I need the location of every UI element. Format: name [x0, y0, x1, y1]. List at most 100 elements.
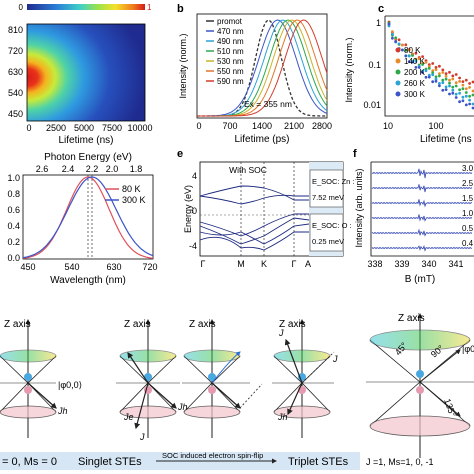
y-tick: 720 — [8, 46, 23, 56]
trace-label: 2.5 — [462, 179, 474, 188]
right-caption: J =1, Ms=1, 0, -1 — [366, 457, 434, 467]
data-point — [441, 68, 445, 72]
legend-label: 490 nm — [217, 37, 244, 46]
data-point — [394, 36, 398, 40]
data-point — [441, 78, 445, 82]
data-point — [391, 30, 394, 33]
k-point: K — [261, 259, 267, 269]
legend-label: 200 K — [404, 68, 426, 77]
top-tick: 2.0 — [106, 164, 119, 174]
series-line — [371, 199, 473, 208]
data-point — [451, 77, 455, 81]
top-tick: 2.4 — [62, 164, 75, 174]
data-point — [454, 84, 458, 88]
data-point — [441, 71, 445, 74]
data-point — [448, 78, 451, 82]
data-point — [407, 48, 411, 52]
data-point — [464, 103, 468, 107]
series-line — [197, 19, 328, 117]
x-tick: 0 — [196, 121, 201, 131]
soc-zn-label: E_SOC: Zn : — [312, 177, 355, 186]
data-point — [464, 78, 468, 82]
colorbar — [27, 4, 145, 10]
panel-c-x-ticks: 10 100 — [383, 121, 444, 131]
panel-b-ylabel: Intensity (norm.) — [178, 33, 188, 98]
panel-c-points — [387, 20, 474, 110]
data-point — [401, 48, 404, 52]
data-point — [468, 94, 471, 98]
k-point: A — [305, 259, 311, 269]
top-tick: 1.8 — [130, 164, 143, 174]
legend-entry: 550 nm — [206, 67, 244, 76]
j-label: J — [139, 432, 145, 442]
y-tick: 0.01 — [363, 100, 381, 110]
cone-diagram-3: Z axis — [182, 319, 263, 438]
panel-letter-c: c — [378, 3, 384, 15]
data-point — [427, 67, 431, 70]
data-point — [397, 42, 401, 46]
x-tick: 339 — [394, 259, 409, 269]
jh-label: Jh — [277, 412, 288, 422]
data-point — [431, 69, 435, 72]
panel-e-ylabel: Energy (eV) — [183, 185, 193, 233]
legend-label: 140 K — [404, 57, 426, 66]
data-point — [438, 82, 441, 85]
legend-label: 260 K — [404, 79, 426, 88]
data-point — [441, 88, 445, 92]
left-caption: = 0, Ms = 0 — [2, 456, 57, 468]
data-point — [448, 81, 451, 85]
data-point — [471, 102, 474, 106]
data-point — [411, 60, 414, 64]
data-point — [461, 83, 465, 87]
panel-d: Photon Energy (eV) 2.6 2.4 2.2 2.0 1.8 1… — [7, 152, 157, 286]
data-point — [458, 91, 461, 95]
data-point — [434, 79, 438, 83]
legend-label: 300 K — [404, 90, 426, 99]
panel-b-xlabel: Lifetime (ps) — [234, 134, 289, 145]
je-label: Je — [123, 412, 134, 422]
z-axis-label: Z axis — [124, 319, 151, 330]
heatmap — [27, 24, 145, 121]
singlet-label: Singlet STEs — [78, 456, 142, 468]
panel-c: c Intensity (norm.) 1 0.1 0.01 80 K 140 K… — [344, 3, 474, 145]
legend-label: 300 K — [122, 195, 146, 205]
top-tick: 2.2 — [86, 164, 99, 174]
legend-entry: 260 K — [395, 79, 426, 88]
x-tick: 1400 — [252, 121, 272, 131]
data-point — [434, 75, 438, 79]
panel-b-annotation: Ex = 355 nm — [244, 99, 292, 109]
x-tick: 540 — [64, 262, 79, 272]
legend-entry: 140 K — [395, 57, 426, 66]
data-point — [458, 76, 461, 80]
panel-a: 0 1 810 720 630 540 450 0 2500 5000 7500… — [8, 3, 153, 146]
legend-entry: 470 nm — [206, 27, 244, 36]
data-point — [417, 66, 421, 69]
y-tick: 0 — [192, 206, 197, 216]
trace-label: 3.0 — [462, 164, 474, 173]
x-tick: 100 — [428, 121, 443, 131]
data-point — [401, 43, 404, 47]
k-point: M — [237, 259, 245, 269]
series-line — [371, 245, 473, 252]
flip-label: SOC induced electron spin-flip — [162, 451, 263, 460]
data-point — [414, 66, 418, 69]
legend-entry: 590 nm — [206, 77, 244, 86]
angle-135-label: 135° — [442, 397, 458, 418]
z-axis-label: Z axis — [4, 319, 31, 330]
data-point — [404, 54, 408, 58]
data-point — [431, 80, 435, 84]
data-point — [454, 81, 458, 85]
phi-label: |φ0,0⟩ — [462, 344, 474, 354]
cone-diagram-4: Z axis J J Jh — [272, 319, 338, 438]
data-point — [438, 84, 441, 88]
data-point — [458, 100, 461, 104]
jh-label: Jh — [177, 402, 188, 412]
trace-label: 1.5 — [462, 194, 474, 203]
legend-label: 80 K — [122, 184, 141, 194]
data-point — [468, 82, 471, 85]
data-point — [431, 73, 435, 77]
data-point — [454, 92, 458, 96]
x-tick: 630 — [106, 262, 121, 272]
